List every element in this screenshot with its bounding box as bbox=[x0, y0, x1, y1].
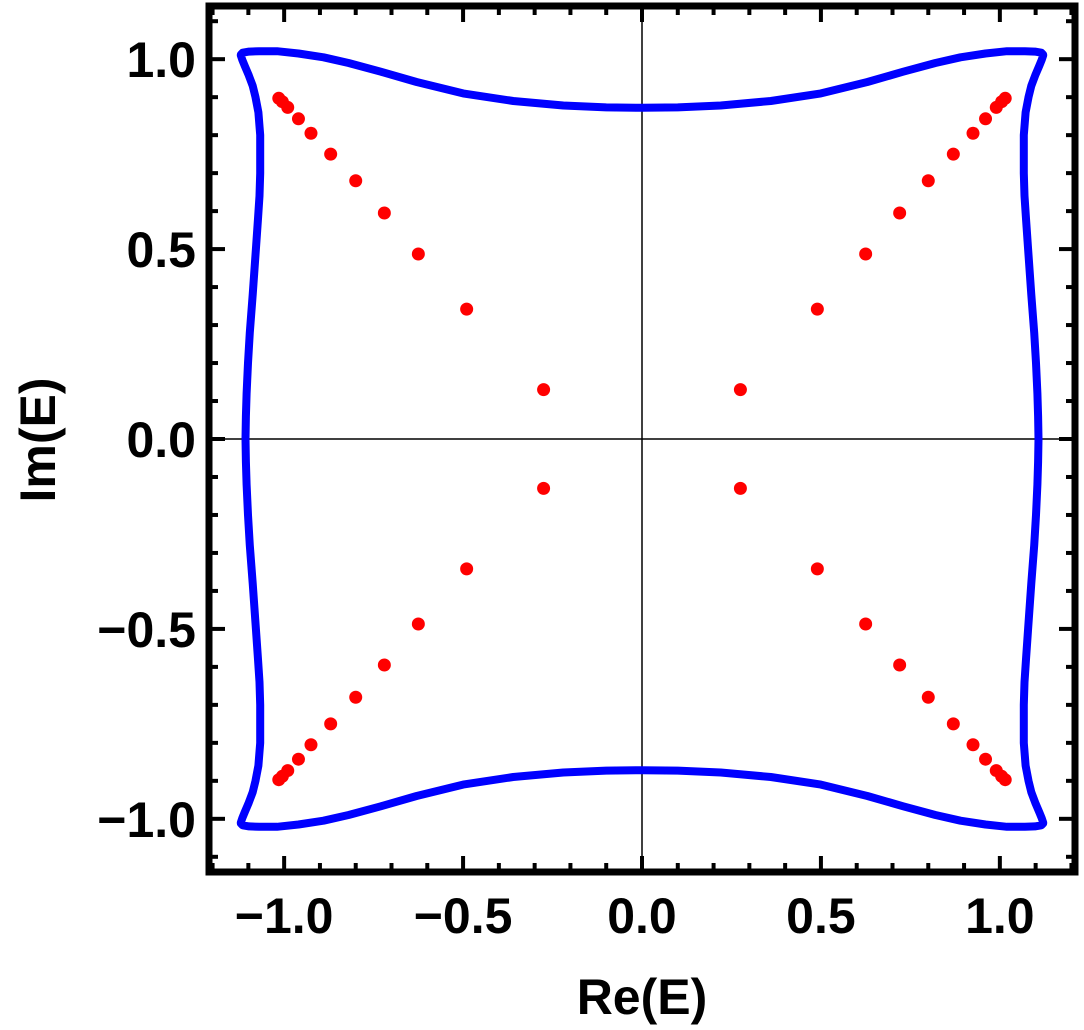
y-tick-labels: −1.0 −0.5 0.0 0.5 1.0 bbox=[97, 32, 196, 848]
y-tick-label: 0.0 bbox=[126, 412, 196, 468]
plot-area bbox=[209, 6, 1075, 872]
eigenvalue-point bbox=[537, 383, 551, 397]
eigenvalue-point bbox=[349, 174, 363, 188]
eigenvalue-point bbox=[291, 752, 305, 766]
x-tick-label: 0.0 bbox=[607, 888, 677, 944]
eigenvalue-point bbox=[921, 174, 935, 188]
eigenvalue-point bbox=[979, 752, 993, 766]
eigenvalue-point bbox=[998, 773, 1012, 787]
y-tick-label: −1.0 bbox=[97, 792, 196, 848]
eigenvalue-point bbox=[272, 773, 286, 787]
eigenvalue-point bbox=[893, 206, 907, 220]
eigenvalue-point bbox=[411, 617, 425, 631]
eigenvalue-point bbox=[733, 383, 747, 397]
y-axis-title: Im(E) bbox=[10, 378, 66, 503]
eigenvalue-point bbox=[324, 147, 338, 161]
eigenvalue-point bbox=[537, 481, 551, 495]
eigenvalue-point bbox=[349, 690, 363, 704]
eigenvalue-point bbox=[304, 738, 318, 752]
eigenvalue-point bbox=[946, 717, 960, 731]
x-tick-labels: −1.0 −0.5 0.0 0.5 1.0 bbox=[235, 888, 1035, 944]
x-tick-label: −1.0 bbox=[235, 888, 334, 944]
eigenvalue-point bbox=[272, 91, 286, 105]
eigenvalue-point bbox=[966, 738, 980, 752]
eigenvalue-point bbox=[810, 302, 824, 316]
y-tick-label: −0.5 bbox=[97, 602, 196, 658]
x-tick-label: 1.0 bbox=[965, 888, 1035, 944]
eigenvalue-point bbox=[304, 126, 318, 140]
eigenvalue-point bbox=[460, 562, 474, 576]
eigenvalue-point bbox=[979, 112, 993, 126]
eigenvalue-point bbox=[859, 247, 873, 261]
eigenvalue-point bbox=[946, 147, 960, 161]
x-tick-label: 0.5 bbox=[786, 888, 856, 944]
x-axis-title: Re(E) bbox=[577, 969, 708, 1025]
eigenvalue-point bbox=[810, 562, 824, 576]
eigenvalue-points bbox=[272, 91, 1012, 787]
x-tick-label: −0.5 bbox=[414, 888, 513, 944]
spectrum-curve bbox=[236, 47, 1048, 831]
eigenvalue-point bbox=[291, 112, 305, 126]
eigenvalue-point bbox=[377, 658, 391, 672]
y-tick-label: 0.5 bbox=[126, 222, 196, 278]
eigenvalue-point bbox=[733, 481, 747, 495]
y-tick-label: 1.0 bbox=[126, 32, 196, 88]
eigenvalue-point bbox=[966, 126, 980, 140]
eigenvalue-point bbox=[859, 617, 873, 631]
eigenvalue-point bbox=[921, 690, 935, 704]
eigenvalue-point bbox=[460, 302, 474, 316]
eigenvalue-point bbox=[377, 206, 391, 220]
eigenvalue-point bbox=[998, 91, 1012, 105]
eigenvalue-point bbox=[411, 247, 425, 261]
eigenvalue-point bbox=[324, 717, 338, 731]
eigenvalue-point bbox=[893, 658, 907, 672]
tick-marks bbox=[209, 6, 1075, 872]
